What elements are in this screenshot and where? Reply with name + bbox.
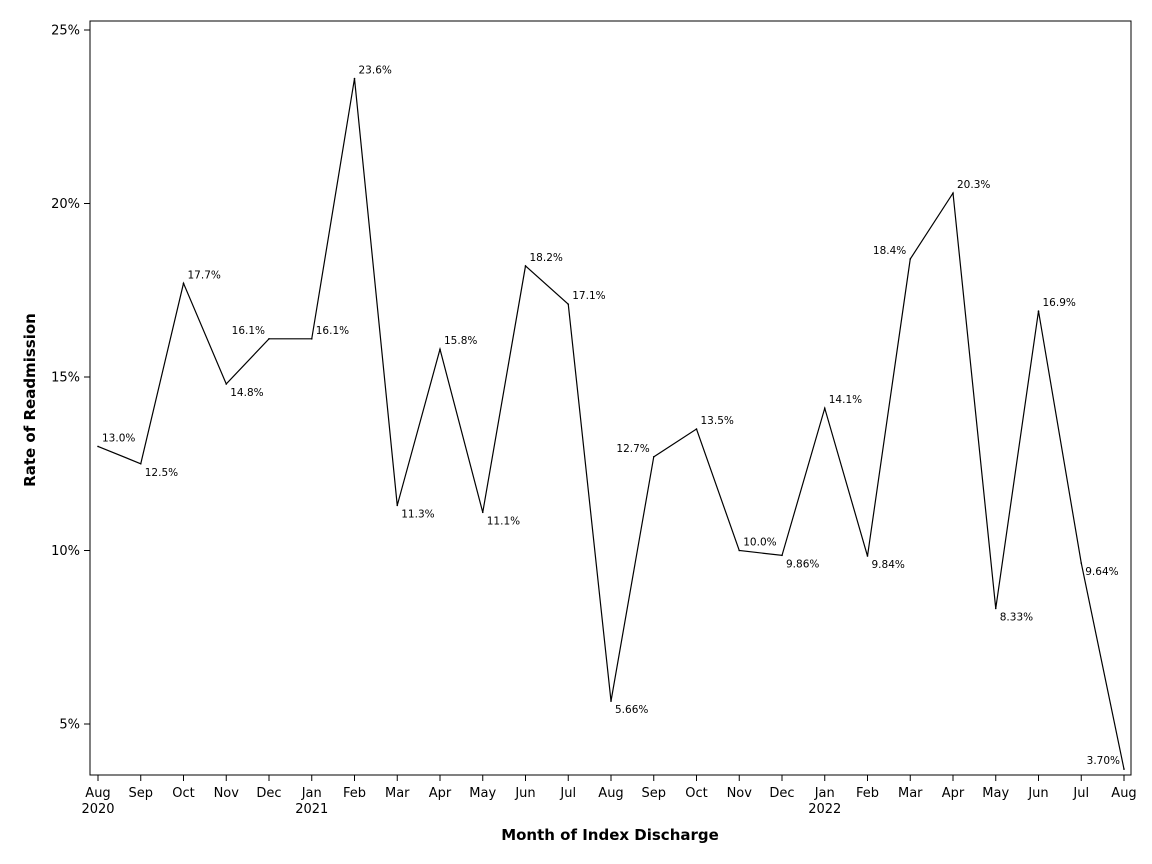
data-point [396,504,399,507]
data-point [695,428,698,430]
data-point [97,445,99,448]
x-tick-label: Jun [514,786,535,801]
x-tick-label: Apr [429,786,452,801]
x-year-label: 2022 [808,802,841,817]
x-tick-label: Jan [814,786,835,801]
data-label: 8.33% [1000,611,1033,623]
x-tick-label: Oct [172,786,194,801]
data-label: 15.8% [444,335,477,347]
x-tick-label: Feb [343,786,366,801]
data-label: 11.3% [401,508,434,520]
data-point [225,383,228,385]
data-label: 11.1% [487,515,520,527]
x-tick-label: May [982,786,1009,801]
x-tick-label: Feb [856,786,879,801]
data-point [182,282,185,285]
data-point [524,265,527,267]
x-tick-label: Aug [1111,786,1136,801]
y-tick-label: 20% [51,197,80,212]
data-point [567,303,570,305]
data-label: 14.8% [230,387,263,399]
x-tick-label: May [469,786,496,801]
x-tick-label: Aug [598,786,623,801]
data-label: 23.6% [359,65,392,77]
y-tick-label: 10% [51,544,80,559]
x-tick-label: Dec [256,786,281,801]
y-axis: 5% 10% 15% 20% 25% [51,24,90,733]
data-label: 9.84% [872,559,905,571]
x-tick-label: Mar [385,786,410,801]
data-label: 12.5% [145,467,178,479]
data-label: 13.0% [102,432,135,444]
data-label: 12.7% [616,443,649,455]
x-tick-label: Apr [942,786,965,801]
data-label: 16.9% [1043,297,1076,309]
y-axis-title: Rate of Readmission [21,313,39,487]
data-point [353,77,356,80]
x-tick-label: Sep [128,786,153,801]
x-tick-label: Sep [641,786,666,801]
data-point [1080,562,1083,564]
data-point [781,554,783,557]
x-year-label: 2021 [295,802,328,817]
data-point [994,607,997,610]
data-label: 9.64% [1085,566,1118,578]
x-tick-label: Jul [1072,786,1089,801]
y-tick-label: 15% [51,371,80,386]
data-point [439,348,441,351]
x-tick-label: Nov [214,786,240,801]
data-label: 18.4% [873,245,906,257]
data-label: 20.3% [957,179,990,191]
data-label: 17.7% [188,269,221,281]
data-label: 17.1% [572,290,605,302]
x-tick-label: Dec [769,786,794,801]
x-tick-label: Oct [685,786,707,801]
x-tick-label: Aug [85,786,110,801]
data-point [1037,310,1040,312]
x-tick-label: Jul [559,786,576,801]
data-point [310,338,313,340]
x-axis-title: Month of Index Discharge [501,826,719,844]
x-tick-label: Mar [898,786,923,801]
data-point [738,549,741,552]
data-label: 16.1% [316,325,349,337]
data-point [952,192,954,194]
data-label: 13.5% [701,415,734,427]
data-label: 18.2% [530,252,563,264]
data-point [481,511,484,514]
data-label: 16.1% [232,325,265,337]
data-point [268,338,270,340]
data-labels: 13.0% 12.5% 17.7% 14.8% 16.1% 16.1% 23.6% 11.3%… [97,65,1125,770]
y-tick-label: 25% [51,24,80,39]
data-label: 14.1% [829,394,862,406]
x-tick-label: Jun [1027,786,1048,801]
data-label: 9.86% [786,558,819,570]
x-year-label: 2020 [81,802,114,817]
data-point [610,700,612,702]
data-point [823,407,826,410]
data-point [652,456,655,458]
data-point [1123,768,1125,770]
data-label: 5.66% [615,704,648,716]
x-tick-label: Nov [727,786,753,801]
data-label: 10.0% [743,537,776,549]
data-point [866,555,869,557]
data-label: 3.70% [1087,755,1120,767]
data-point [909,258,912,260]
x-tick-label: Jan [301,786,322,801]
y-tick-label: 5% [59,718,80,733]
data-point [139,462,142,465]
